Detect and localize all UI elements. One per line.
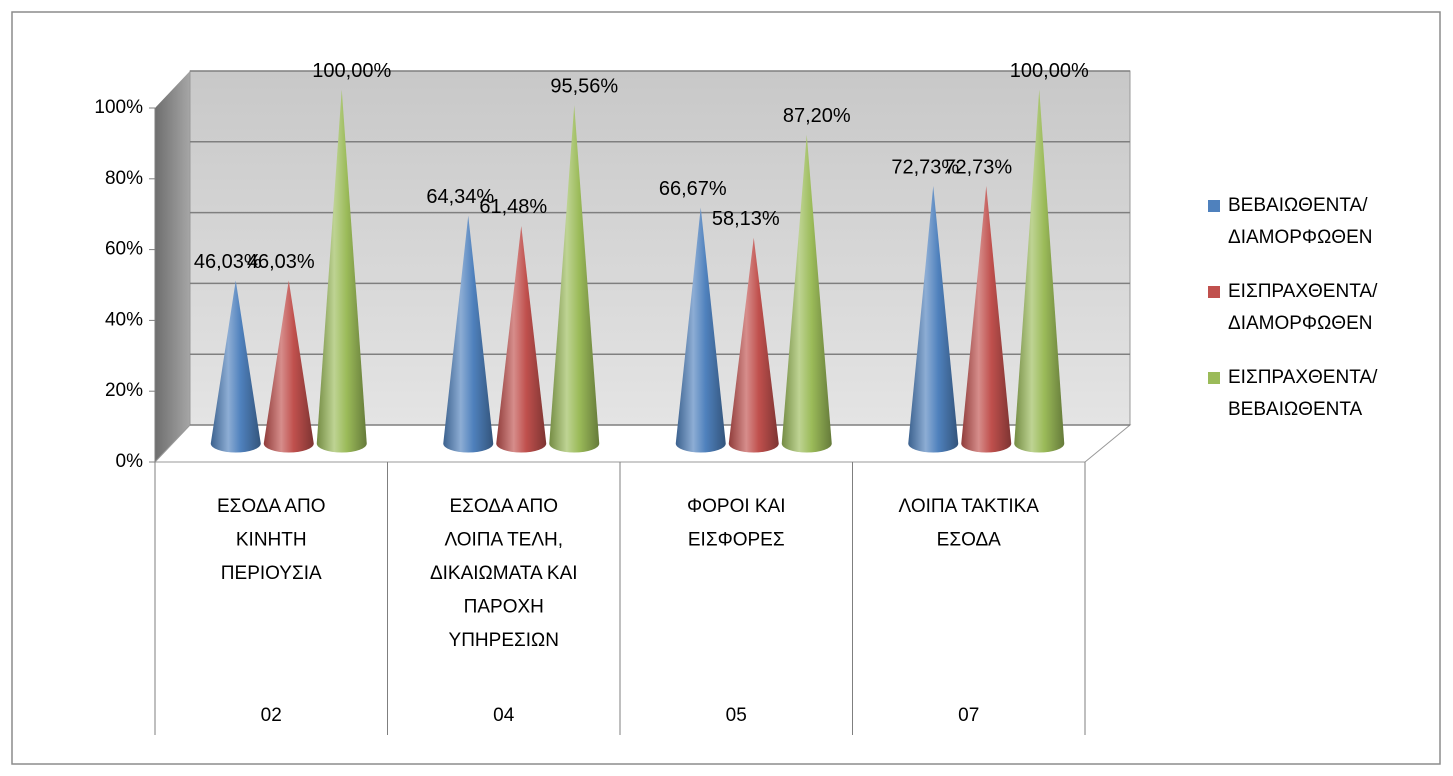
category-code: 02 [261, 705, 282, 726]
y-tick-label: 100% [94, 97, 143, 118]
cone [781, 134, 832, 453]
cone [675, 207, 726, 453]
x-tick-label: ΠΑΡΟΧΗ [464, 597, 544, 618]
x-tick-label: ΠΕΡΙΟΥΣΙΑ [221, 563, 322, 584]
data-label: 100,00% [312, 60, 391, 82]
legend: ΒΕΒΑΙΩΘΕΝΤΑ/ ΔΙΑΜΟΡΦΩΘΕΝ ΕΙΣΠΡΑΧΘΕΝΤΑ/ ΔΙ… [1208, 190, 1408, 448]
cone [210, 280, 261, 453]
legend-swatch [1208, 200, 1220, 212]
y-tick-label: 20% [105, 380, 143, 401]
cone [961, 186, 1012, 453]
data-label: 72,73% [944, 156, 1012, 178]
data-label: 46,03% [247, 251, 315, 273]
x-tick-label: ΕΣΟΔΑ ΑΠΟ [217, 496, 326, 517]
x-tick-label: ΕΣΟΔΑ [937, 530, 1001, 551]
category-code: 05 [726, 705, 747, 726]
data-label: 61,48% [479, 196, 547, 218]
legend-label: ΕΙΣΠΡΑΧΘΕΝΤΑ/ ΔΙΑΜΟΡΦΩΘΕΝ [1228, 281, 1378, 334]
data-label: 66,67% [659, 178, 727, 200]
cone [549, 105, 600, 453]
category-code: 07 [958, 705, 979, 726]
x-tick-label: ΔΙΚΑΙΩΜΑΤΑ ΚΑΙ [430, 563, 578, 584]
legend-item: ΕΙΣΠΡΑΧΘΕΝΤΑ/ ΒΕΒΑΙΩΘΕΝΤΑ [1208, 362, 1408, 426]
cone [316, 89, 367, 453]
x-tick-label: ΦΟΡΟΙ ΚΑΙ [687, 496, 786, 517]
cone [496, 225, 547, 453]
x-tick-label: ΥΠΗΡΕΣΙΩΝ [449, 630, 559, 651]
legend-swatch [1208, 372, 1220, 384]
data-label: 46,03% [194, 251, 262, 273]
legend-label: ΒΕΒΑΙΩΘΕΝΤΑ/ ΔΙΑΜΟΡΦΩΘΕΝ [1228, 195, 1373, 248]
data-label: 64,34% [426, 186, 494, 208]
data-label: 100,00% [1010, 60, 1089, 82]
cone [1014, 89, 1065, 453]
data-label: 72,73% [891, 156, 959, 178]
data-label: 87,20% [783, 105, 851, 127]
legend-swatch [1208, 286, 1220, 298]
data-label: 95,56% [550, 75, 618, 97]
x-tick-label: ΛΟΙΠΑ ΤΕΛΗ, [444, 530, 563, 551]
legend-label: ΕΙΣΠΡΑΧΘΕΝΤΑ/ ΒΕΒΑΙΩΘΕΝΤΑ [1228, 367, 1378, 420]
side-wall [155, 71, 190, 462]
legend-item: ΕΙΣΠΡΑΧΘΕΝΤΑ/ ΔΙΑΜΟΡΦΩΘΕΝ [1208, 276, 1408, 340]
x-tick-label: ΚΙΝΗΤΗ [236, 530, 307, 551]
cone [443, 215, 494, 453]
category-code: 04 [493, 705, 515, 726]
y-tick-label: 40% [105, 309, 143, 330]
x-tick-label: ΕΙΣΦΟΡΕΣ [688, 530, 785, 551]
data-label: 58,13% [712, 208, 780, 230]
y-tick-label: 80% [105, 168, 143, 189]
y-tick-label: 0% [116, 451, 144, 472]
cone [263, 280, 314, 453]
x-tick-label: ΛΟΙΠΑ ΤΑΚΤΙΚΑ [899, 496, 1040, 517]
y-tick-label: 60% [105, 239, 143, 260]
x-tick-label: ΕΣΟΔΑ ΑΠΟ [449, 496, 558, 517]
cone [728, 237, 779, 453]
cone [908, 186, 959, 453]
legend-item: ΒΕΒΑΙΩΘΕΝΤΑ/ ΔΙΑΜΟΡΦΩΘΕΝ [1208, 190, 1408, 254]
